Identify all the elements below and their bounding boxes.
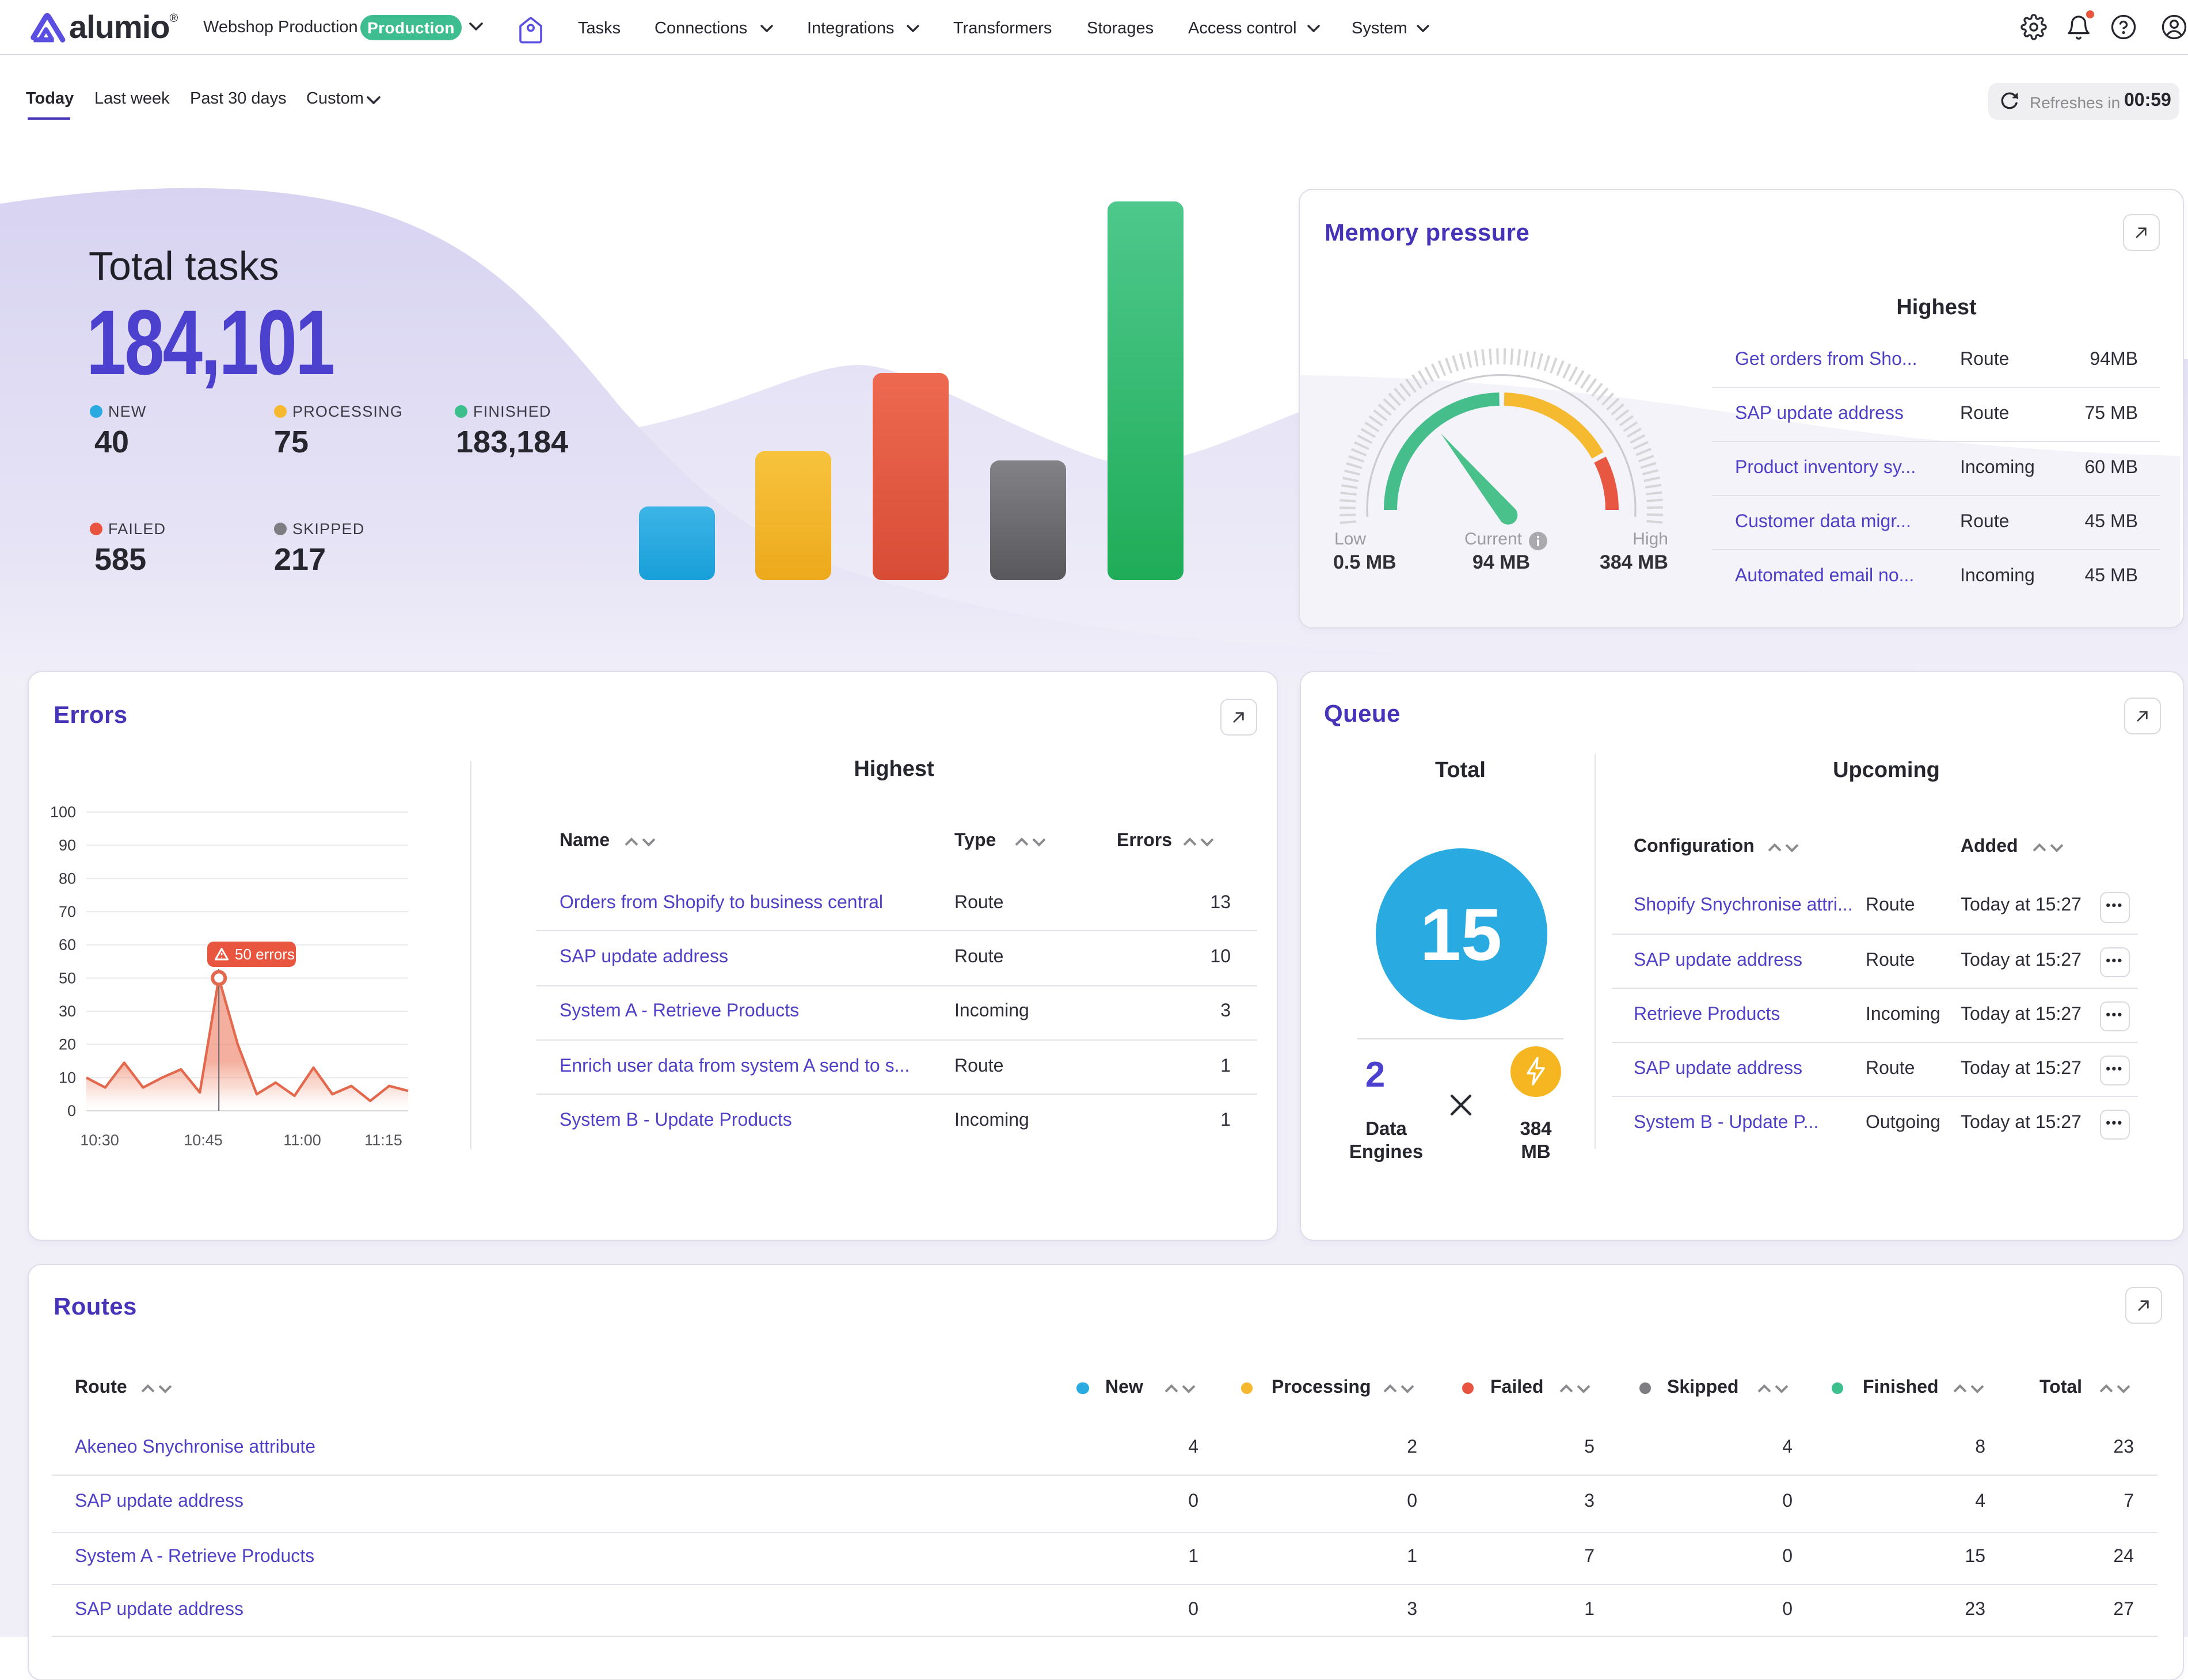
svg-text:10:45: 10:45 — [184, 1132, 223, 1149]
svg-text:50: 50 — [59, 969, 76, 986]
svg-text:60: 60 — [59, 936, 76, 954]
svg-text:30: 30 — [59, 1003, 76, 1020]
svg-text:50 errors: 50 errors — [235, 946, 295, 963]
svg-text:80: 80 — [59, 870, 76, 887]
svg-text:11:15: 11:15 — [364, 1132, 402, 1149]
svg-text:100: 100 — [50, 803, 76, 821]
svg-text:90: 90 — [59, 837, 76, 854]
svg-text:70: 70 — [59, 903, 76, 920]
svg-text:0: 0 — [67, 1102, 76, 1119]
svg-text:11:00: 11:00 — [283, 1132, 321, 1149]
svg-text:20: 20 — [59, 1036, 76, 1053]
svg-text:10: 10 — [59, 1069, 76, 1086]
svg-text:10:30: 10:30 — [80, 1132, 119, 1149]
